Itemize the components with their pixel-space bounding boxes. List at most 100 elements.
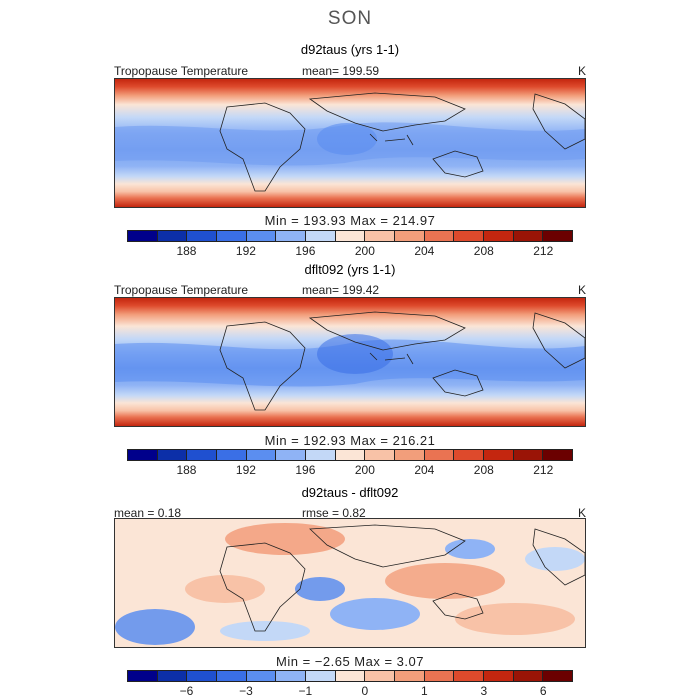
colorbar-tick-label: 212 [533,244,554,258]
panel1-map-svg [115,79,585,207]
colorbar-cell [395,231,425,241]
season-title: SON [327,8,373,29]
panel1-minmax: Min = 193.93 Max = 214.97 [264,213,436,228]
colorbar-tick-label: −1 [298,684,313,698]
panel2-minmax: Min = 192.93 Max = 216.21 [264,433,436,448]
panel3-colorbar-ticks: −6 −3 −1 0 1 3 6 [127,684,573,698]
colorbar-cell [365,450,396,460]
panel3-map [114,518,586,648]
colorbar-cell [543,231,573,241]
panel2-title: dflt092 (yrs 1-1) [304,262,396,277]
colorbar-cell [335,450,366,460]
colorbar-tick-label: 212 [533,463,554,477]
panel3-units: K [578,506,587,520]
colorbar-cell [246,671,277,681]
colorbar-cell [157,231,188,241]
colorbar-cell [484,671,514,681]
panel1-field-label: Tropopause Temperature [114,64,249,78]
colorbar-cell [157,671,188,681]
colorbar-cell [276,450,307,460]
panel3-rmse: rmse = 0.82 [302,506,366,520]
colorbar-tick-label: 6 [539,684,547,698]
colorbar-cell [365,231,396,241]
colorbar-cell [513,231,544,241]
panel2-field-label: Tropopause Temperature [114,283,249,297]
colorbar-cell [187,231,218,241]
colorbar-tick-label: −3 [239,684,253,698]
colorbar-tick-label: 208 [473,463,494,477]
colorbar-cell [217,671,247,681]
panel2-map-svg [115,298,585,426]
colorbar-tick-label: 0 [361,684,369,698]
colorbar-tick-label: 1 [420,684,428,698]
colorbar-cell [306,450,336,460]
colorbar-cell [395,671,425,681]
colorbar-cell [424,450,455,460]
colorbar-cell [306,231,336,241]
colorbar-cell [454,231,485,241]
colorbar-cell [128,450,158,460]
colorbar-cell [335,231,366,241]
colorbar-cell [484,450,514,460]
panel3-minmax: Min = −2.65 Max = 3.07 [276,654,424,669]
colorbar-cell [276,671,307,681]
panel3-mean: mean = 0.18 [114,506,182,520]
panel1-colorbar [127,230,573,242]
colorbar-tick-label: 188 [176,463,197,477]
colorbar-cell [454,671,485,681]
panel2-map [114,297,586,427]
colorbar-cell [157,450,188,460]
colorbar-cell [335,671,366,681]
colorbar-tick-label: 192 [235,244,256,258]
panel3-map-svg [115,519,585,647]
panel2-colorbar-ticks: 188 192 196 200 204 208 212 [127,463,573,477]
panel1-cold-core [317,123,377,155]
panel1-map [114,78,586,208]
panel1-units: K [578,64,587,78]
colorbar-tick-label: 200 [354,244,375,258]
colorbar-cell [513,450,544,460]
colorbar-tick-label: −6 [179,684,194,698]
colorbar-tick-label: 196 [295,463,316,477]
colorbar-tick-label: 204 [414,463,435,477]
colorbar-cell [513,671,544,681]
panel3-anomaly-patches [115,523,585,645]
colorbar-cell [365,671,396,681]
colorbar-cell [246,450,277,460]
panel3-coastlines [219,524,585,632]
colorbar-cell [543,450,573,460]
colorbar-cell [454,450,485,460]
panel3-colorbar [127,670,573,682]
colorbar-cell [306,671,336,681]
colorbar-cell [217,231,247,241]
colorbar-cell [128,231,158,241]
colorbar-cell [246,231,277,241]
colorbar-cell [543,671,573,681]
panel1-coastlines [219,92,585,192]
colorbar-tick-label: 204 [414,244,435,258]
colorbar-cell [276,231,307,241]
panel2-mean: mean= 199.42 [302,283,380,297]
colorbar-tick-label: 188 [176,244,197,258]
panel2-colorbar [127,449,573,461]
panel2-units: K [578,283,587,297]
colorbar-cell [217,450,247,460]
panel1-mean: mean= 199.59 [302,64,380,78]
panel1-title: d92taus (yrs 1-1) [300,42,400,57]
colorbar-tick-label: 3 [480,684,488,698]
colorbar-tick-label: 200 [354,463,375,477]
colorbar-cell [128,671,158,681]
panel2-coastlines [219,311,585,411]
colorbar-cell [484,231,514,241]
colorbar-cell [424,671,455,681]
colorbar-cell [187,450,218,460]
panel2-cold-core [317,334,393,374]
colorbar-tick-label: 192 [235,463,256,477]
panel3-title: d92taus - dflt092 [301,485,399,500]
colorbar-tick-label: 196 [295,244,316,258]
colorbar-tick-label: 208 [473,244,494,258]
colorbar-cell [187,671,218,681]
colorbar-cell [424,231,455,241]
colorbar-cell [395,450,425,460]
panel1-colorbar-ticks: 188 192 196 200 204 208 212 [127,244,573,258]
